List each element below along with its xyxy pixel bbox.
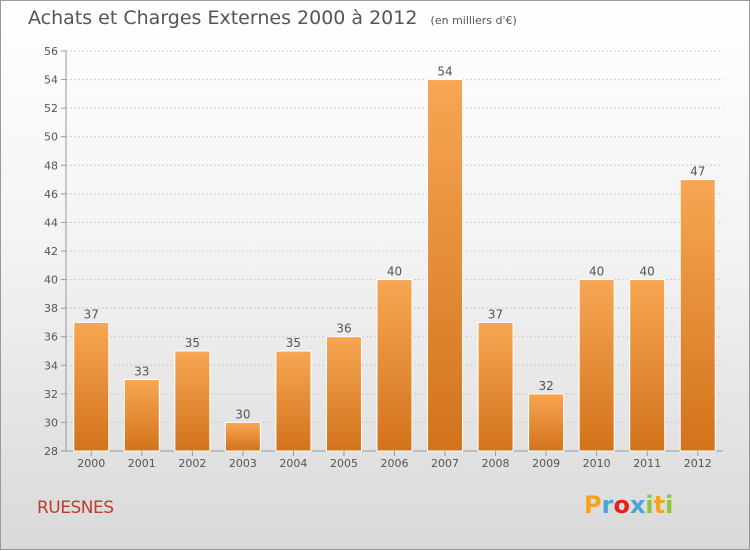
bar (477, 321, 514, 452)
commune-name: RUESNES (37, 498, 114, 518)
bar (376, 279, 413, 452)
x-tick-label: 2005 (330, 457, 358, 470)
data-label: 36 (336, 322, 351, 336)
y-tick-label: 42 (44, 245, 58, 258)
x-tick-label: 2007 (431, 457, 459, 470)
y-tick-label: 32 (44, 388, 58, 401)
data-label: 33 (134, 365, 149, 379)
data-label: 37 (84, 307, 99, 321)
data-label: 47 (690, 165, 705, 179)
x-tick-label: 2012 (684, 457, 712, 470)
data-label: 54 (437, 65, 452, 79)
x-tick-label: 2010 (583, 457, 611, 470)
y-tick-label: 34 (44, 359, 58, 372)
bar (679, 179, 716, 452)
x-tick-label: 2009 (532, 457, 560, 470)
y-tick-label: 30 (44, 416, 58, 429)
data-label: 37 (488, 307, 503, 321)
y-tick-label: 36 (44, 331, 58, 344)
chart-subtitle: (en milliers d'€) (430, 14, 517, 27)
bar (427, 79, 464, 452)
chart-title: Achats et Charges Externes 2000 à 2012 (28, 7, 418, 29)
data-label: 35 (286, 336, 301, 350)
bar (275, 350, 312, 452)
bar (528, 393, 565, 452)
x-tick-label: 2003 (229, 457, 257, 470)
x-tick-label: 2006 (381, 457, 409, 470)
bar (73, 321, 110, 452)
logo-letter: o (613, 491, 630, 519)
logo-letter: P (584, 491, 602, 519)
data-label: 40 (589, 265, 604, 279)
y-tick-label: 38 (44, 302, 58, 315)
x-tick-label: 2008 (482, 457, 510, 470)
bar (224, 421, 261, 452)
y-tick-label: 54 (44, 74, 58, 87)
logo-letter: r (601, 491, 614, 519)
logo-letter: x (629, 491, 646, 519)
x-tick-label: 2001 (128, 457, 156, 470)
bar (123, 379, 160, 452)
x-tick-label: 2000 (77, 457, 105, 470)
y-tick-label: 46 (44, 188, 58, 201)
x-tick-label: 2011 (633, 457, 661, 470)
bar (578, 279, 615, 452)
y-tick-label: 50 (44, 131, 58, 144)
proxiti-logo: Proxiti (584, 491, 673, 519)
data-label: 40 (640, 265, 655, 279)
data-label: 40 (387, 265, 402, 279)
bar (174, 350, 211, 452)
y-tick-label: 48 (44, 159, 58, 172)
data-label: 35 (185, 336, 200, 350)
data-label: 30 (235, 407, 250, 421)
logo-letter: t (653, 491, 666, 519)
y-tick-label: 56 (44, 45, 58, 58)
logo-letter: i (665, 491, 674, 519)
x-tick-label: 2004 (279, 457, 307, 470)
bar (629, 279, 666, 452)
y-tick-label: 40 (44, 274, 58, 287)
title-block: Achats et Charges Externes 2000 à 2012 (… (28, 7, 517, 29)
y-tick-label: 28 (44, 445, 58, 458)
y-tick-label: 44 (44, 216, 58, 229)
data-label: 32 (538, 379, 553, 393)
y-tick-label: 52 (44, 102, 58, 115)
x-tick-label: 2002 (178, 457, 206, 470)
logo-letter: i (645, 491, 654, 519)
bar (325, 336, 362, 452)
